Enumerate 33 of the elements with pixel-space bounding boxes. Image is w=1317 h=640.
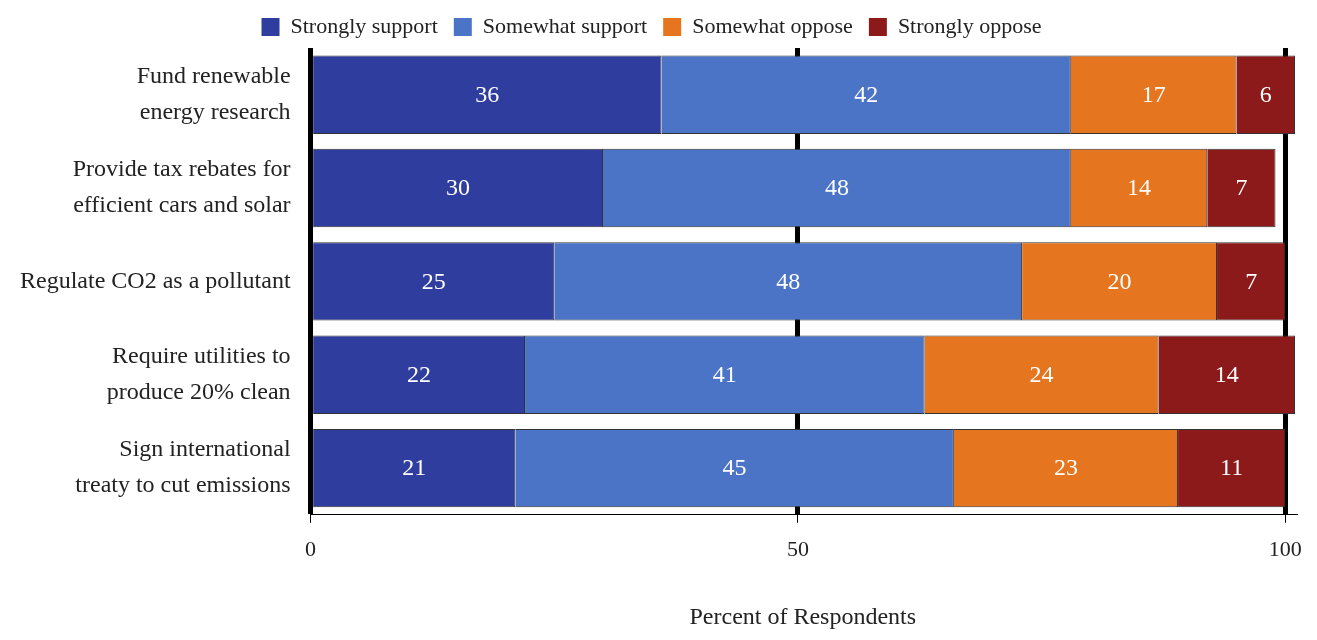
data-label: 17 [1141, 80, 1166, 107]
data-label: 14 [1214, 361, 1239, 388]
y-tick-label: Sign international treaty to cut emissions [75, 435, 291, 498]
data-label: 42 [854, 80, 879, 107]
data-label: 48 [776, 267, 801, 294]
data-label: 7 [1235, 174, 1248, 201]
data-label: 21 [402, 454, 427, 481]
y-tick-label: Regulate CO2 as a pollutant [20, 266, 291, 293]
x-axis-title: Percent of Respondents [689, 602, 917, 629]
data-label: 41 [712, 361, 737, 388]
data-label: 48 [824, 174, 849, 201]
x-tick-label: 100 [1268, 535, 1302, 561]
legend-label: Strongly oppose [897, 12, 1042, 38]
data-label: 14 [1127, 174, 1152, 201]
legend-label: Somewhat oppose [692, 12, 853, 38]
data-label: 6 [1259, 80, 1272, 107]
y-tick-label: Require utilities to produce 20% clean [106, 342, 291, 405]
legend-label: Somewhat support [482, 12, 648, 38]
y-tick-label: Provide tax rebates for efficient cars and solar [72, 155, 291, 218]
data-label: 24 [1029, 361, 1054, 388]
data-label: 20 [1107, 267, 1132, 294]
data-label: 30 [446, 174, 471, 201]
x-tick-label: 0 [305, 535, 317, 561]
y-tick-label: Fund renewable energy research [136, 61, 291, 124]
data-label: 7 [1245, 267, 1258, 294]
data-label: 22 [407, 361, 432, 388]
legend-label: Strongly support [290, 12, 438, 38]
data-label: 45 [722, 454, 747, 481]
data-label: 25 [421, 267, 446, 294]
x-tick-label: 50 [786, 535, 809, 561]
data-label: 36 [475, 80, 500, 107]
data-label: 23 [1053, 454, 1078, 481]
data-label: 11 [1220, 454, 1244, 481]
